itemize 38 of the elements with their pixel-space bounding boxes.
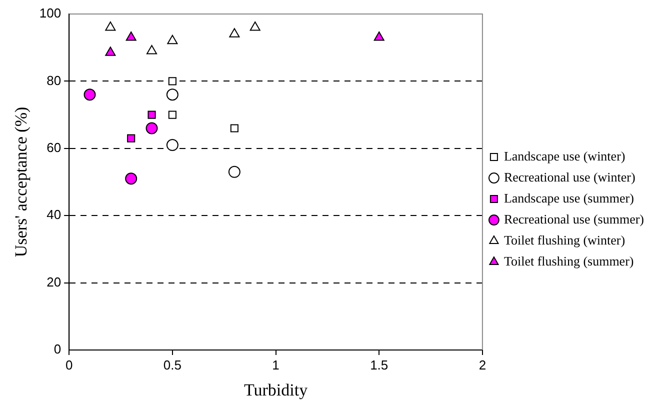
x-tick-label: 2 xyxy=(478,357,486,372)
x-tick-label: 0.5 xyxy=(163,357,182,372)
y-tick-label: 0 xyxy=(54,342,62,357)
y-tick-label: 40 xyxy=(46,207,62,222)
point xyxy=(127,134,136,142)
point xyxy=(125,172,138,185)
y-tick-label: 100 xyxy=(39,6,62,21)
x-tick-label: 1.5 xyxy=(370,357,388,372)
legend-label: Recreational use (winter) xyxy=(504,169,636,184)
y-tick-label: 20 xyxy=(46,274,62,290)
point xyxy=(374,32,384,41)
legend-label: Recreational use (summer) xyxy=(504,211,644,226)
y-tick-label: 80 xyxy=(46,72,62,88)
point xyxy=(166,139,178,152)
point xyxy=(166,88,178,101)
point xyxy=(105,21,116,31)
point xyxy=(84,88,96,101)
point xyxy=(167,34,178,44)
point xyxy=(250,21,260,31)
x-tick-label: 0 xyxy=(65,357,73,372)
legend-label: Landscape use (summer) xyxy=(504,190,634,206)
point xyxy=(148,110,156,119)
point xyxy=(146,44,158,54)
point xyxy=(126,32,136,41)
point xyxy=(168,110,176,119)
point xyxy=(229,28,240,38)
point xyxy=(146,122,158,134)
legend-label: Toilet flushing (winter) xyxy=(504,232,626,248)
point xyxy=(168,77,176,86)
y-tick-label: 60 xyxy=(46,140,62,155)
legend-label: Toilet flushing (summer) xyxy=(504,253,634,268)
legend-label: Landscape use (winter) xyxy=(504,148,626,164)
point xyxy=(230,124,238,132)
x-axis-title: Turbidity xyxy=(244,380,308,400)
point xyxy=(105,46,116,56)
y-axis-title: Users' acceptance (%) xyxy=(12,106,31,258)
x-tick-label: 1 xyxy=(272,357,280,372)
point xyxy=(228,166,240,178)
